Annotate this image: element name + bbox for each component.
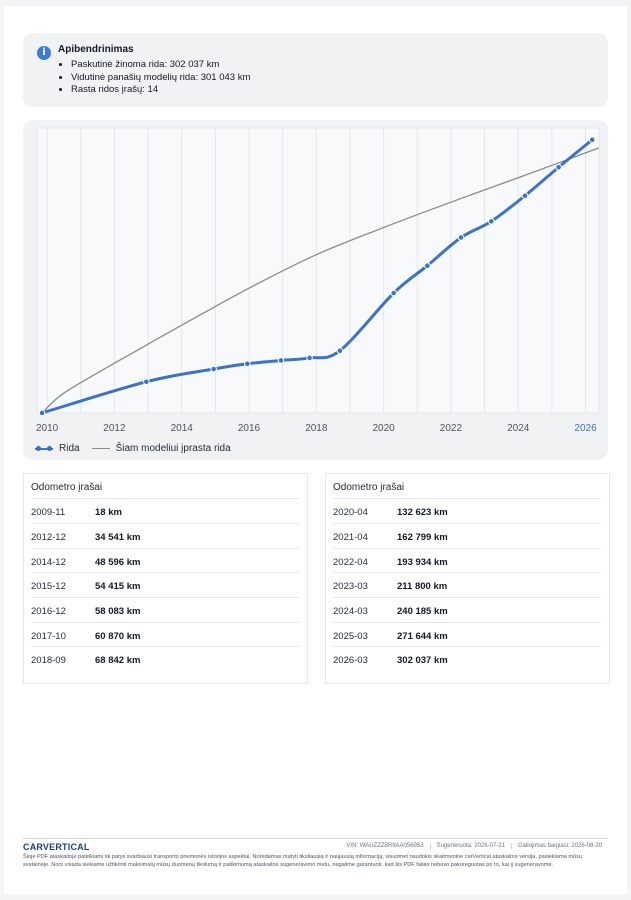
- data-point-rida: [555, 163, 562, 171]
- row-km: 193 934 km: [397, 557, 448, 568]
- x-tick-label: 2020: [372, 423, 395, 434]
- row-km: 271 644 km: [397, 631, 448, 642]
- row-km: 211 800 km: [397, 581, 448, 592]
- table-row: 2014-12 48 596 km: [31, 548, 299, 573]
- x-tick-label: 2016: [238, 423, 261, 434]
- row-date: 2022-04: [333, 557, 368, 568]
- row-km: 302 037 km: [397, 655, 448, 666]
- summary-item: Vidutinė panašių modelių rida: 301 043 k…: [71, 72, 250, 85]
- row-date: 2020-04: [333, 507, 368, 518]
- table-row: 2025-03 271 644 km: [333, 622, 601, 647]
- legend-label: Rida: [59, 443, 80, 454]
- plot-area: [36, 127, 600, 414]
- table-row: 2015-12 54 415 km: [31, 572, 299, 597]
- data-point-rida: [588, 136, 596, 144]
- footer-meta: VIN: WAUZZZ8R9AA056953 Sugeneruota: 2026…: [340, 843, 608, 849]
- summary-title: Apibendrinimas: [58, 44, 134, 55]
- table-row: 2012-12 34 541 km: [31, 523, 299, 548]
- x-tick-label: 2018: [305, 423, 328, 434]
- table-row: 2016-12 58 083 km: [31, 597, 299, 622]
- data-point-rida: [457, 234, 465, 241]
- row-date: 2026-03: [333, 655, 368, 666]
- row-date: 2015-12: [31, 581, 66, 592]
- table-row: 2023-03 211 800 km: [333, 572, 601, 597]
- legend-item-typical: Šiam modeliui įprasta rida: [91, 443, 231, 454]
- table-row: 2026-03 302 037 km: [333, 646, 601, 671]
- mileage-chart: 2010 2012 2014 2016 2018 2020 2022 2024 2026: [36, 127, 600, 434]
- data-point-rida: [306, 354, 313, 362]
- data-point-rida: [143, 378, 150, 386]
- table-row: 2021-04 162 799 km: [333, 523, 601, 548]
- row-date: 2016-12: [31, 606, 66, 617]
- series-line-typical: [41, 147, 600, 414]
- data-point-rida: [488, 218, 495, 225]
- summary-item: Rasta ridos įrašų: 14: [71, 84, 250, 97]
- x-tick-label: 2022: [440, 423, 463, 434]
- table-title: Odometro įrašai: [31, 482, 103, 493]
- table-row: 2017-10 60 870 km: [31, 622, 299, 647]
- summary-item: Paskutinė žinoma rida: 302 037 km: [71, 59, 250, 72]
- footer-divider: [23, 838, 608, 839]
- row-date: 2012-12: [31, 532, 66, 543]
- table-row: 2020-04 132 623 km: [333, 498, 601, 523]
- table-row: 2009-11 18 km: [31, 498, 299, 523]
- mileage-chart-card: 2010 2012 2014 2016 2018 2020 2022 2024 2026 Rid…: [23, 120, 608, 460]
- info-icon: i: [37, 46, 51, 60]
- x-tick-label: 2024: [507, 423, 530, 434]
- row-date: 2025-03: [333, 631, 368, 642]
- summary-box: i Apibendrinimas Paskutinė žinoma rida: …: [23, 33, 608, 107]
- row-km: 34 541 km: [95, 532, 141, 543]
- row-km: 18 km: [95, 507, 122, 518]
- row-date: 2009-11: [31, 507, 66, 518]
- carvertical-logo: CARVERTICAL: [23, 842, 90, 852]
- table-title: Odometro įrašai: [333, 482, 405, 493]
- legend-item-rida: Rida: [35, 443, 80, 454]
- row-km: 60 870 km: [95, 631, 141, 642]
- table-row: 2024-03 240 185 km: [333, 597, 601, 622]
- row-km: 58 083 km: [95, 606, 141, 617]
- disclaimer-text: Šioje PDF ataskaitoje pateikiami tik pat…: [23, 854, 582, 868]
- report-page: i Apibendrinimas Paskutinė žinoma rida: …: [4, 6, 627, 894]
- data-point-rida: [336, 347, 344, 355]
- row-km: 54 415 km: [95, 581, 141, 592]
- data-point-rida: [424, 262, 431, 270]
- valid-until-date: Galiojimas baigiasi: 2026-08-20: [510, 843, 608, 849]
- generated-date: Sugeneruota: 2026-07-21: [429, 843, 511, 849]
- legend-swatch-typical: [91, 447, 110, 450]
- table-row: 2022-04 193 934 km: [333, 548, 601, 573]
- data-point-rida: [521, 192, 529, 199]
- data-point-rida: [277, 357, 285, 364]
- legend-swatch-rida: [35, 445, 53, 453]
- x-tick-label: 2012: [103, 423, 126, 434]
- row-km: 132 623 km: [397, 507, 448, 518]
- table-row: 2018-09 68 842 km: [31, 646, 299, 671]
- odometer-table-left: Odometro įrašai 2009-11 18 km 2012-12 34…: [23, 473, 308, 684]
- row-date: 2017-10: [31, 631, 66, 642]
- x-tick-label: 2010: [36, 423, 59, 434]
- row-km: 48 596 km: [95, 557, 141, 568]
- row-km: 162 799 km: [397, 532, 448, 543]
- row-km: 240 185 km: [397, 606, 448, 617]
- data-point-rida: [38, 409, 46, 417]
- legend-label: Šiam modeliui įprasta rida: [115, 443, 231, 454]
- row-date: 2018-09: [31, 655, 66, 666]
- row-date: 2023-03: [333, 581, 368, 592]
- odometer-table-right: Odometro įrašai 2020-04 132 623 km 2021-…: [325, 473, 610, 684]
- summary-list: Paskutinė žinoma rida: 302 037 km Viduti…: [58, 59, 250, 97]
- data-point-rida: [210, 365, 217, 373]
- x-tick-label: 2014: [171, 423, 194, 434]
- row-date: 2014-12: [31, 557, 66, 568]
- data-point-rida: [244, 360, 251, 368]
- row-date: 2021-04: [333, 532, 368, 543]
- data-point-rida: [390, 289, 398, 297]
- chart-legend: Rida Šiam modeliui įprasta rida: [35, 443, 243, 454]
- vin-text: VIN: WAUZZZ8R9AA056953: [346, 843, 424, 849]
- row-km: 68 842 km: [95, 655, 141, 666]
- x-tick-label: 2026: [574, 423, 597, 434]
- row-date: 2024-03: [333, 606, 368, 617]
